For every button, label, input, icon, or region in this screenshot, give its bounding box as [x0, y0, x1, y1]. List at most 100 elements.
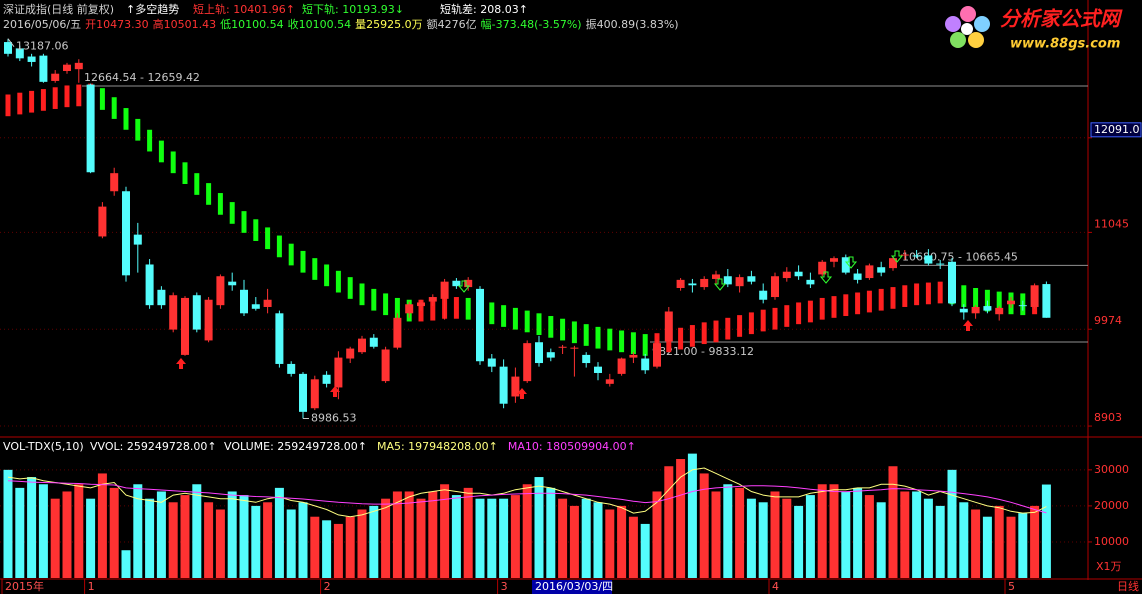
volume-bar — [440, 484, 450, 578]
logo-url: www.88gs.com — [1010, 37, 1120, 52]
candle-body — [192, 295, 201, 330]
legend-entry: MA10: 180509904.00↑ — [508, 440, 636, 453]
candle-body — [4, 42, 12, 54]
reference-label: 10680.75 - 10665.45 — [902, 250, 1018, 263]
candle-body — [428, 297, 437, 302]
volume-bar — [357, 509, 367, 578]
volume-bar — [451, 495, 461, 578]
logo-name: 分析家公式网 — [1000, 7, 1123, 31]
volume-bar — [569, 505, 579, 578]
volume-bar — [711, 491, 721, 578]
volume-bar — [381, 498, 391, 578]
candle-body — [605, 379, 614, 384]
volume-bar — [27, 477, 37, 578]
candle-body — [299, 373, 307, 412]
volume-bar — [687, 453, 697, 578]
candle-body — [759, 290, 768, 300]
sell-signal — [457, 280, 471, 293]
volume-bar — [204, 502, 214, 578]
candle-body — [558, 346, 567, 348]
candle-body — [546, 352, 555, 358]
candle-body — [830, 258, 838, 262]
volume-bar — [605, 509, 615, 578]
candle-body — [1042, 284, 1051, 318]
sell-signal — [713, 278, 727, 291]
volume-bar — [676, 459, 686, 578]
candle-body — [251, 304, 260, 309]
volume-bar — [664, 466, 674, 578]
volume-bar — [640, 523, 650, 578]
candle-body — [157, 289, 166, 306]
candle-body — [688, 283, 697, 286]
candle-body — [700, 278, 709, 288]
candle-body — [924, 255, 933, 264]
volume-bar — [699, 473, 709, 578]
candle-body — [676, 279, 685, 288]
candle-body — [63, 64, 71, 71]
candle-body — [110, 173, 119, 192]
volume-bar — [782, 498, 792, 578]
lower-rail: 短下轨: 10193.93↓ — [302, 2, 404, 16]
candle-body — [452, 280, 461, 287]
candle-body — [853, 273, 862, 280]
candle-body — [747, 276, 756, 282]
candle-body — [74, 62, 83, 70]
volume-bar — [251, 505, 261, 578]
x-tick-label: 4 — [772, 580, 779, 593]
volume-bar — [168, 502, 178, 578]
volume-bar — [145, 498, 155, 578]
volume-bar — [463, 487, 473, 578]
candle-body — [806, 279, 815, 285]
candle-body — [275, 313, 284, 364]
candle-body — [723, 276, 732, 285]
volume-bar — [227, 491, 237, 578]
volume-bar — [982, 516, 992, 578]
volume-bar — [888, 466, 898, 578]
volume-bar — [912, 491, 922, 578]
volume-bar — [121, 550, 131, 578]
volume-bar — [1041, 484, 1051, 578]
volume-bar — [50, 498, 60, 578]
info-item: 开10473.30 — [85, 18, 149, 31]
candle-body — [664, 311, 673, 342]
volume-bar — [652, 491, 662, 578]
volume-bar — [534, 477, 544, 578]
candle-body — [393, 317, 402, 348]
volume-bar — [900, 491, 910, 578]
period-label: 日线 — [1117, 579, 1139, 593]
candle-body — [476, 288, 484, 362]
volume-bar — [499, 498, 509, 578]
volume-bar — [192, 484, 202, 578]
candle-body — [983, 306, 992, 311]
volume-bar — [558, 498, 568, 578]
volume-bar — [475, 498, 485, 578]
volume-bar — [298, 502, 308, 578]
volume-bar — [62, 491, 72, 578]
candle-body — [499, 366, 508, 404]
info-item: 振400.89(3.83%) — [586, 17, 679, 31]
candle-body — [464, 279, 473, 288]
y-tick-label: 20000 — [1094, 499, 1129, 512]
rail-diff: 短轨差: 208.03↑ — [440, 2, 528, 16]
volume-bar — [735, 487, 745, 578]
candle-body — [133, 234, 142, 245]
candle-body — [818, 261, 827, 275]
volume-bar — [392, 491, 402, 578]
candle-body — [841, 257, 850, 273]
candle-body — [405, 304, 414, 314]
volume-bar — [522, 484, 532, 578]
candle-body — [1030, 285, 1039, 307]
volume-bar — [510, 495, 520, 578]
y-tick-label: 11045 — [1094, 217, 1129, 230]
volume-bar — [263, 502, 273, 578]
volume-bar — [86, 498, 96, 578]
candle-body — [936, 263, 945, 265]
volume-bar — [581, 498, 591, 578]
volume-unit: X1万 — [1096, 560, 1122, 573]
candle-body — [511, 376, 520, 397]
volume-bar — [333, 523, 343, 578]
candle-body — [358, 338, 366, 353]
volume-bar — [487, 498, 497, 578]
candle-body — [959, 308, 968, 313]
